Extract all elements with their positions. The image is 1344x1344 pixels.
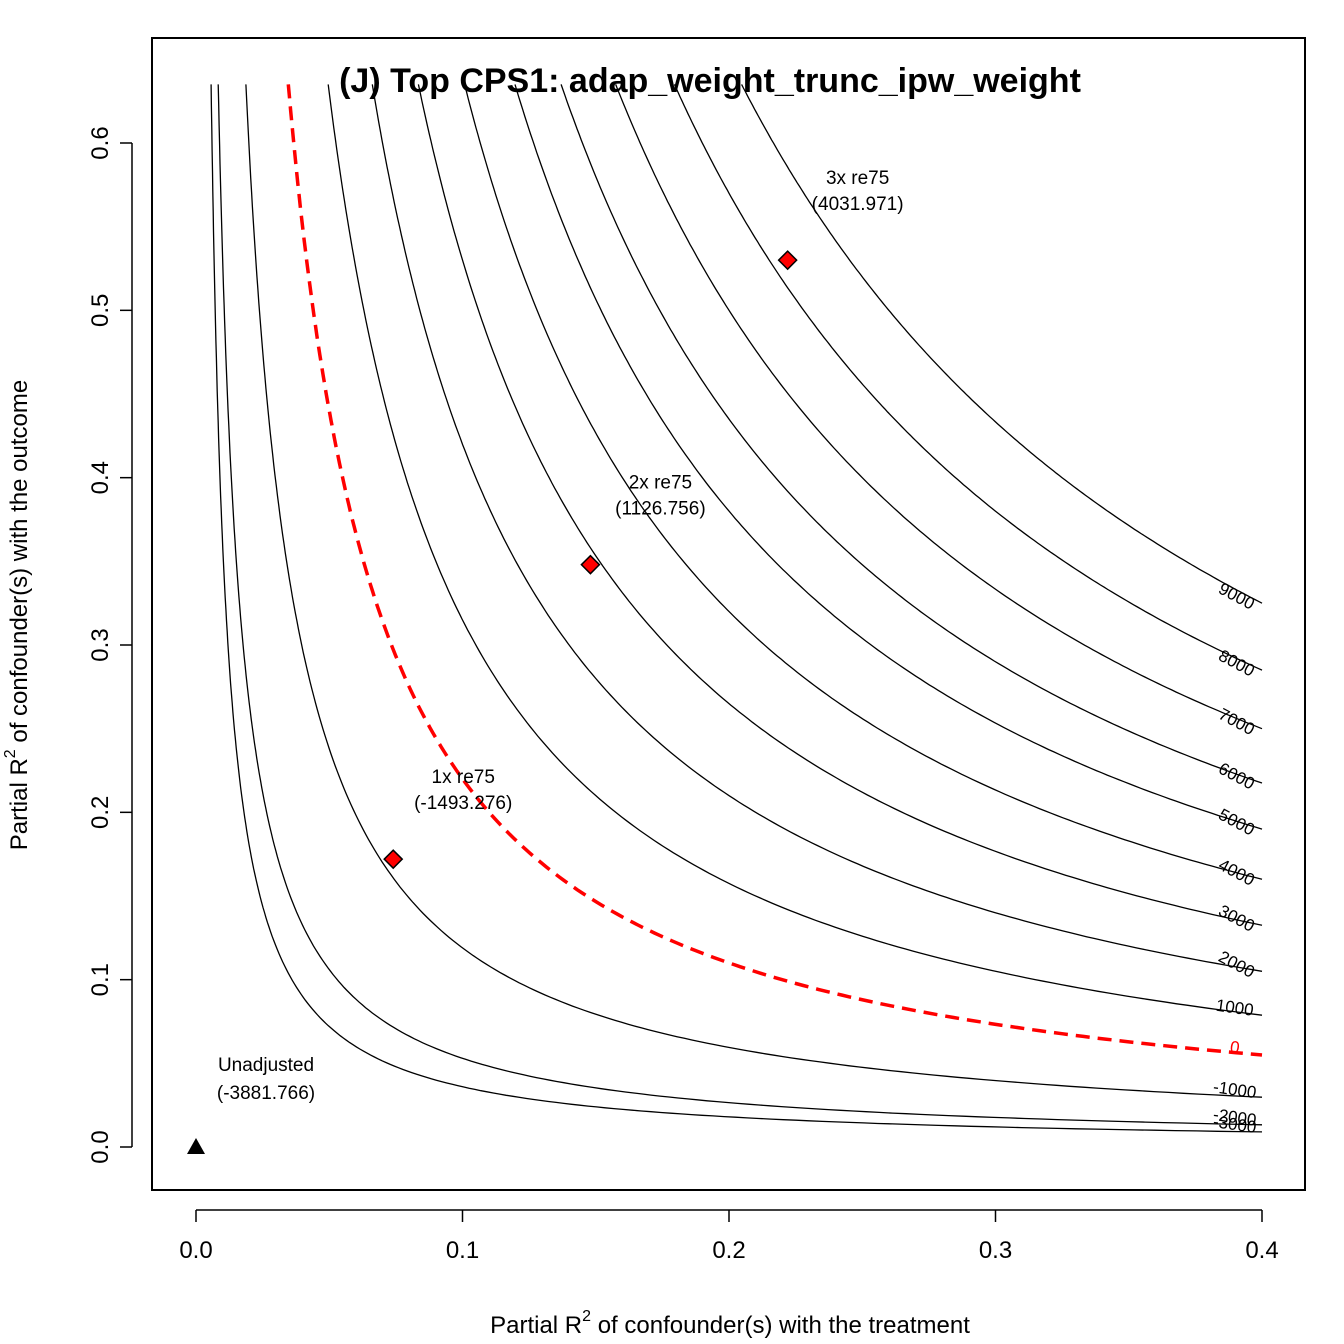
contour-lines: [210, 84, 1263, 1133]
contour-label: 1000: [1215, 996, 1255, 1020]
contour-labels: -3000-2000-10000100020003000400050006000…: [1212, 579, 1258, 1137]
contour-line: [463, 84, 1263, 880]
contour-label: 7000: [1215, 705, 1257, 740]
y-axis-title-suffix: of confounder(s) with the outcome: [6, 380, 33, 750]
y-axis-title-prefix: Partial R: [6, 758, 33, 850]
x-axis-title-sup: 2: [582, 1308, 591, 1325]
y-axis-title-sup: 2: [2, 749, 19, 758]
x-axis: 0.0 0.1 0.2 0.3 0.4: [179, 1209, 1279, 1264]
y-tick-label: 0.2: [87, 796, 114, 829]
y-tick-label: 0.0: [87, 1130, 114, 1163]
benchmark-marker: [777, 250, 798, 271]
contour-label: 3000: [1215, 901, 1257, 936]
unadjusted-label: Unadjusted: [218, 1055, 314, 1076]
contour-label: 8000: [1215, 646, 1257, 681]
contour-line: [217, 84, 1263, 1126]
contour-line: [741, 84, 1263, 604]
contour-line: [615, 84, 1263, 730]
y-tick-label: 0.6: [87, 126, 114, 159]
contour-line: [327, 84, 1263, 1016]
unadjusted-value: (-3881.766): [217, 1083, 315, 1104]
benchmark-label: 1x re75: [432, 767, 495, 788]
unadjusted-marker: [187, 1138, 205, 1154]
benchmark-value: (-1493.276): [414, 793, 512, 814]
x-tick-label: 0.2: [712, 1237, 745, 1264]
contour-line: [371, 84, 1263, 972]
x-tick-label: 0.3: [979, 1237, 1012, 1264]
benchmark-label: 2x re75: [629, 473, 692, 494]
contour-label: 2000: [1215, 947, 1257, 982]
plot-frame: [151, 37, 1306, 1191]
contour-label: 5000: [1215, 805, 1257, 840]
contour-line: [560, 84, 1263, 784]
contour-label: -1000: [1212, 1077, 1258, 1102]
y-tick-label: 0.3: [87, 628, 114, 661]
contour-label: 4000: [1215, 855, 1257, 890]
contour-line: [286, 84, 1263, 1057]
benchmark-points: Unadjusted (-3881.766) 1x re75 (-1493.276) 2…: [187, 168, 904, 1154]
x-tick-label: 0.4: [1245, 1237, 1278, 1264]
contour-line: [514, 84, 1263, 830]
contour-label: 0: [1229, 1037, 1241, 1057]
y-axis: 0.0 0.1 0.2 0.3 0.4 0.5 0.6: [87, 126, 133, 1164]
contour-line: [245, 84, 1263, 1098]
benchmark-value: (4031.971): [812, 194, 904, 215]
contour-line: [673, 84, 1263, 671]
benchmark-value: (1126.756): [615, 499, 706, 520]
contour-label: 6000: [1215, 759, 1257, 794]
x-tick-label: 0.1: [446, 1237, 479, 1264]
chart-title: (J) Top CPS1: adap_weight_trunc_ipw_weig…: [339, 62, 1081, 100]
x-tick-label: 0.0: [179, 1237, 212, 1264]
x-axis-title-prefix: Partial R: [490, 1312, 582, 1339]
y-tick-label: 0.4: [87, 461, 114, 494]
x-axis-title: Partial R2 of confounder(s) with the tre…: [490, 1308, 970, 1339]
benchmark-marker: [383, 849, 404, 870]
contour-label: 9000: [1215, 579, 1257, 614]
contour-line: [417, 84, 1263, 926]
benchmark-marker: [580, 554, 601, 575]
contour-line: [210, 84, 1263, 1133]
y-tick-label: 0.5: [87, 294, 114, 327]
y-axis-title: Partial R2 of confounder(s) with the out…: [2, 380, 33, 850]
benchmark-label: 3x re75: [826, 168, 889, 189]
x-axis-title-suffix: of confounder(s) with the treatment: [591, 1312, 970, 1339]
y-tick-label: 0.1: [87, 963, 114, 996]
